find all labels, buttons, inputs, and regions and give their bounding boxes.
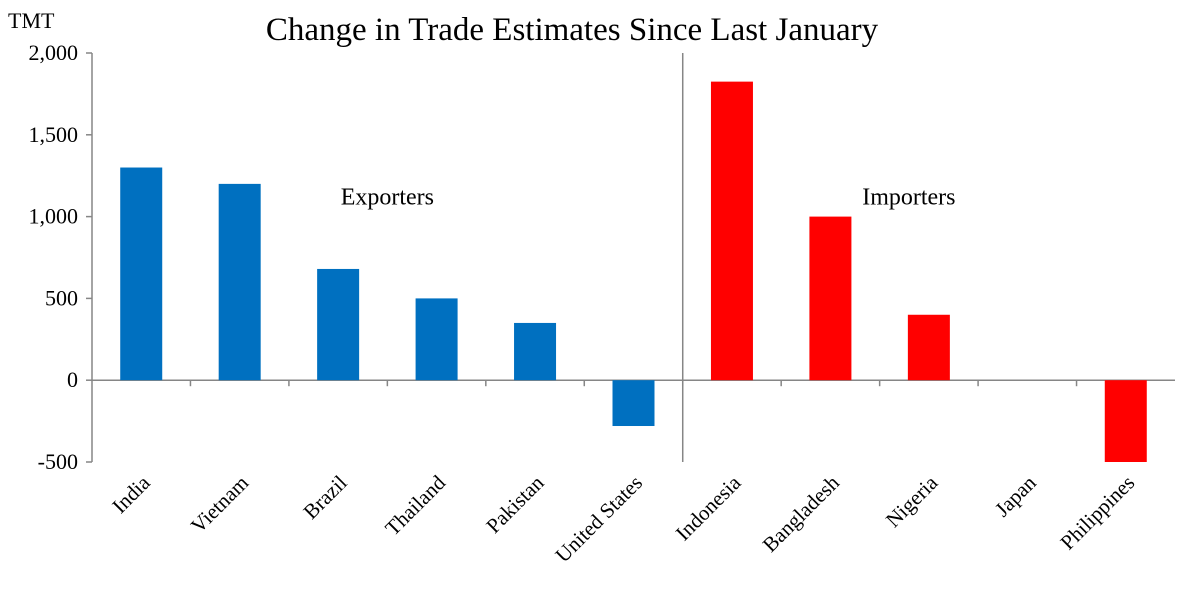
x-tick-label: Thailand	[380, 470, 450, 540]
bar-united-states	[612, 380, 655, 427]
chart-title: Change in Trade Estimates Since Last Jan…	[266, 12, 879, 48]
x-tick-label: Vietnam	[186, 471, 253, 538]
y-tick-label: 2,000	[29, 40, 79, 65]
bar-brazil	[317, 268, 360, 381]
x-tick-label: Bangladesh	[758, 470, 845, 557]
bar-pakistan	[514, 322, 557, 381]
bar-indonesia	[710, 81, 753, 381]
bar-philippines	[1104, 380, 1147, 462]
bar-india	[120, 167, 163, 381]
x-tick-label: Indonesia	[671, 470, 746, 545]
y-axis-unit-label: TMT	[8, 8, 55, 33]
plot-area: 2,000 1,500 1,000 500 0 -500 Exporters Importer…	[29, 40, 1175, 568]
x-tick-label: United States	[550, 471, 647, 568]
x-tick-label: Brazil	[298, 470, 351, 523]
bar-nigeria	[907, 314, 950, 381]
y-tick-label: -500	[38, 449, 78, 474]
bar-thailand	[415, 298, 458, 381]
x-tick-label: India	[107, 470, 155, 518]
y-tick-label: 0	[67, 367, 78, 392]
x-tick-label: Pakistan	[481, 470, 549, 538]
group-label-importers: Importers	[862, 185, 955, 211]
x-tick-label: Nigeria	[881, 470, 943, 532]
group-label-exporters: Exporters	[341, 185, 434, 211]
y-tick-label: 1,500	[29, 122, 79, 147]
y-tick-label: 500	[45, 285, 78, 310]
bar-vietnam	[218, 183, 261, 381]
x-tick-label: Philippines	[1056, 471, 1140, 555]
x-tick-label: Japan	[990, 470, 1041, 521]
bar-bangladesh	[809, 216, 852, 381]
y-tick-label: 1,000	[29, 204, 79, 229]
